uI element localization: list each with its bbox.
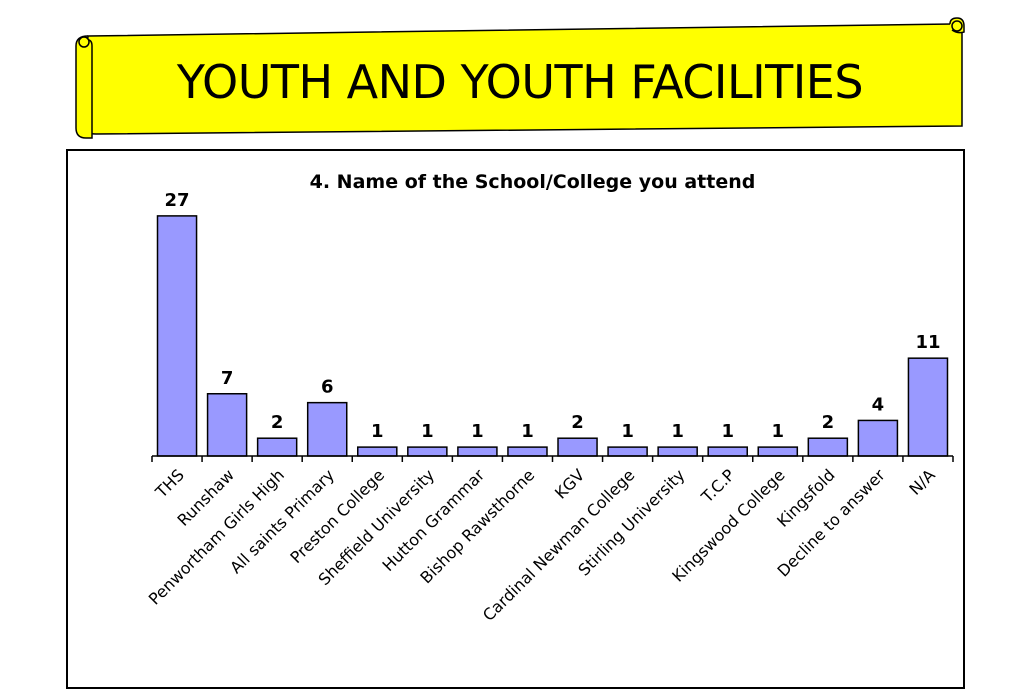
data-label-14: 4 bbox=[872, 394, 885, 415]
title-banner bbox=[75, 17, 965, 139]
bar-10 bbox=[657, 446, 698, 457]
data-label-13: 2 bbox=[822, 412, 835, 433]
bar-8 bbox=[557, 437, 598, 457]
bar-1 bbox=[206, 393, 248, 457]
banner-curl-right-knob bbox=[951, 20, 963, 32]
data-label-10: 1 bbox=[671, 421, 684, 442]
data-label-15: 11 bbox=[915, 332, 940, 353]
bar-9 bbox=[607, 446, 648, 457]
x-tick-label-15: N/A bbox=[905, 465, 938, 498]
chart-frame: 4. Name of the School/College you attend… bbox=[66, 149, 965, 689]
data-label-7: 1 bbox=[521, 421, 534, 442]
data-label-11: 1 bbox=[721, 421, 734, 442]
bar-12 bbox=[757, 446, 799, 457]
bar-3 bbox=[306, 401, 348, 457]
bar-14 bbox=[857, 419, 899, 457]
bar-2 bbox=[256, 437, 298, 457]
bar-7 bbox=[507, 446, 548, 457]
bar-chart: 4. Name of the School/College you attend… bbox=[145, 171, 954, 625]
data-label-12: 1 bbox=[772, 421, 785, 442]
x-tick-label-8: KGV bbox=[551, 465, 588, 502]
page-title: YOUTH AND YOUTH FACILITIES bbox=[176, 55, 864, 109]
data-label-5: 1 bbox=[421, 421, 434, 442]
x-tick-label-0: THS bbox=[151, 465, 188, 502]
data-label-1: 7 bbox=[221, 368, 234, 389]
bar-5 bbox=[407, 446, 448, 457]
data-label-2: 2 bbox=[271, 412, 284, 433]
bar-0 bbox=[156, 215, 198, 457]
data-label-9: 1 bbox=[621, 421, 634, 442]
bar-11 bbox=[707, 446, 748, 457]
data-label-3: 6 bbox=[321, 377, 334, 398]
bar-4 bbox=[357, 446, 398, 457]
banner-curl-left-knob bbox=[78, 36, 90, 48]
bar-6 bbox=[457, 446, 498, 457]
bar-13 bbox=[807, 437, 849, 457]
banner-scroll-left-curl bbox=[75, 35, 93, 139]
chart-title: 4. Name of the School/College you attend bbox=[310, 171, 756, 193]
data-label-0: 27 bbox=[165, 190, 190, 211]
bar-15 bbox=[907, 357, 949, 457]
x-tick-label-11: T.C.P bbox=[697, 465, 739, 507]
data-label-6: 1 bbox=[471, 421, 484, 442]
data-label-8: 2 bbox=[571, 412, 584, 433]
data-label-4: 1 bbox=[371, 421, 384, 442]
